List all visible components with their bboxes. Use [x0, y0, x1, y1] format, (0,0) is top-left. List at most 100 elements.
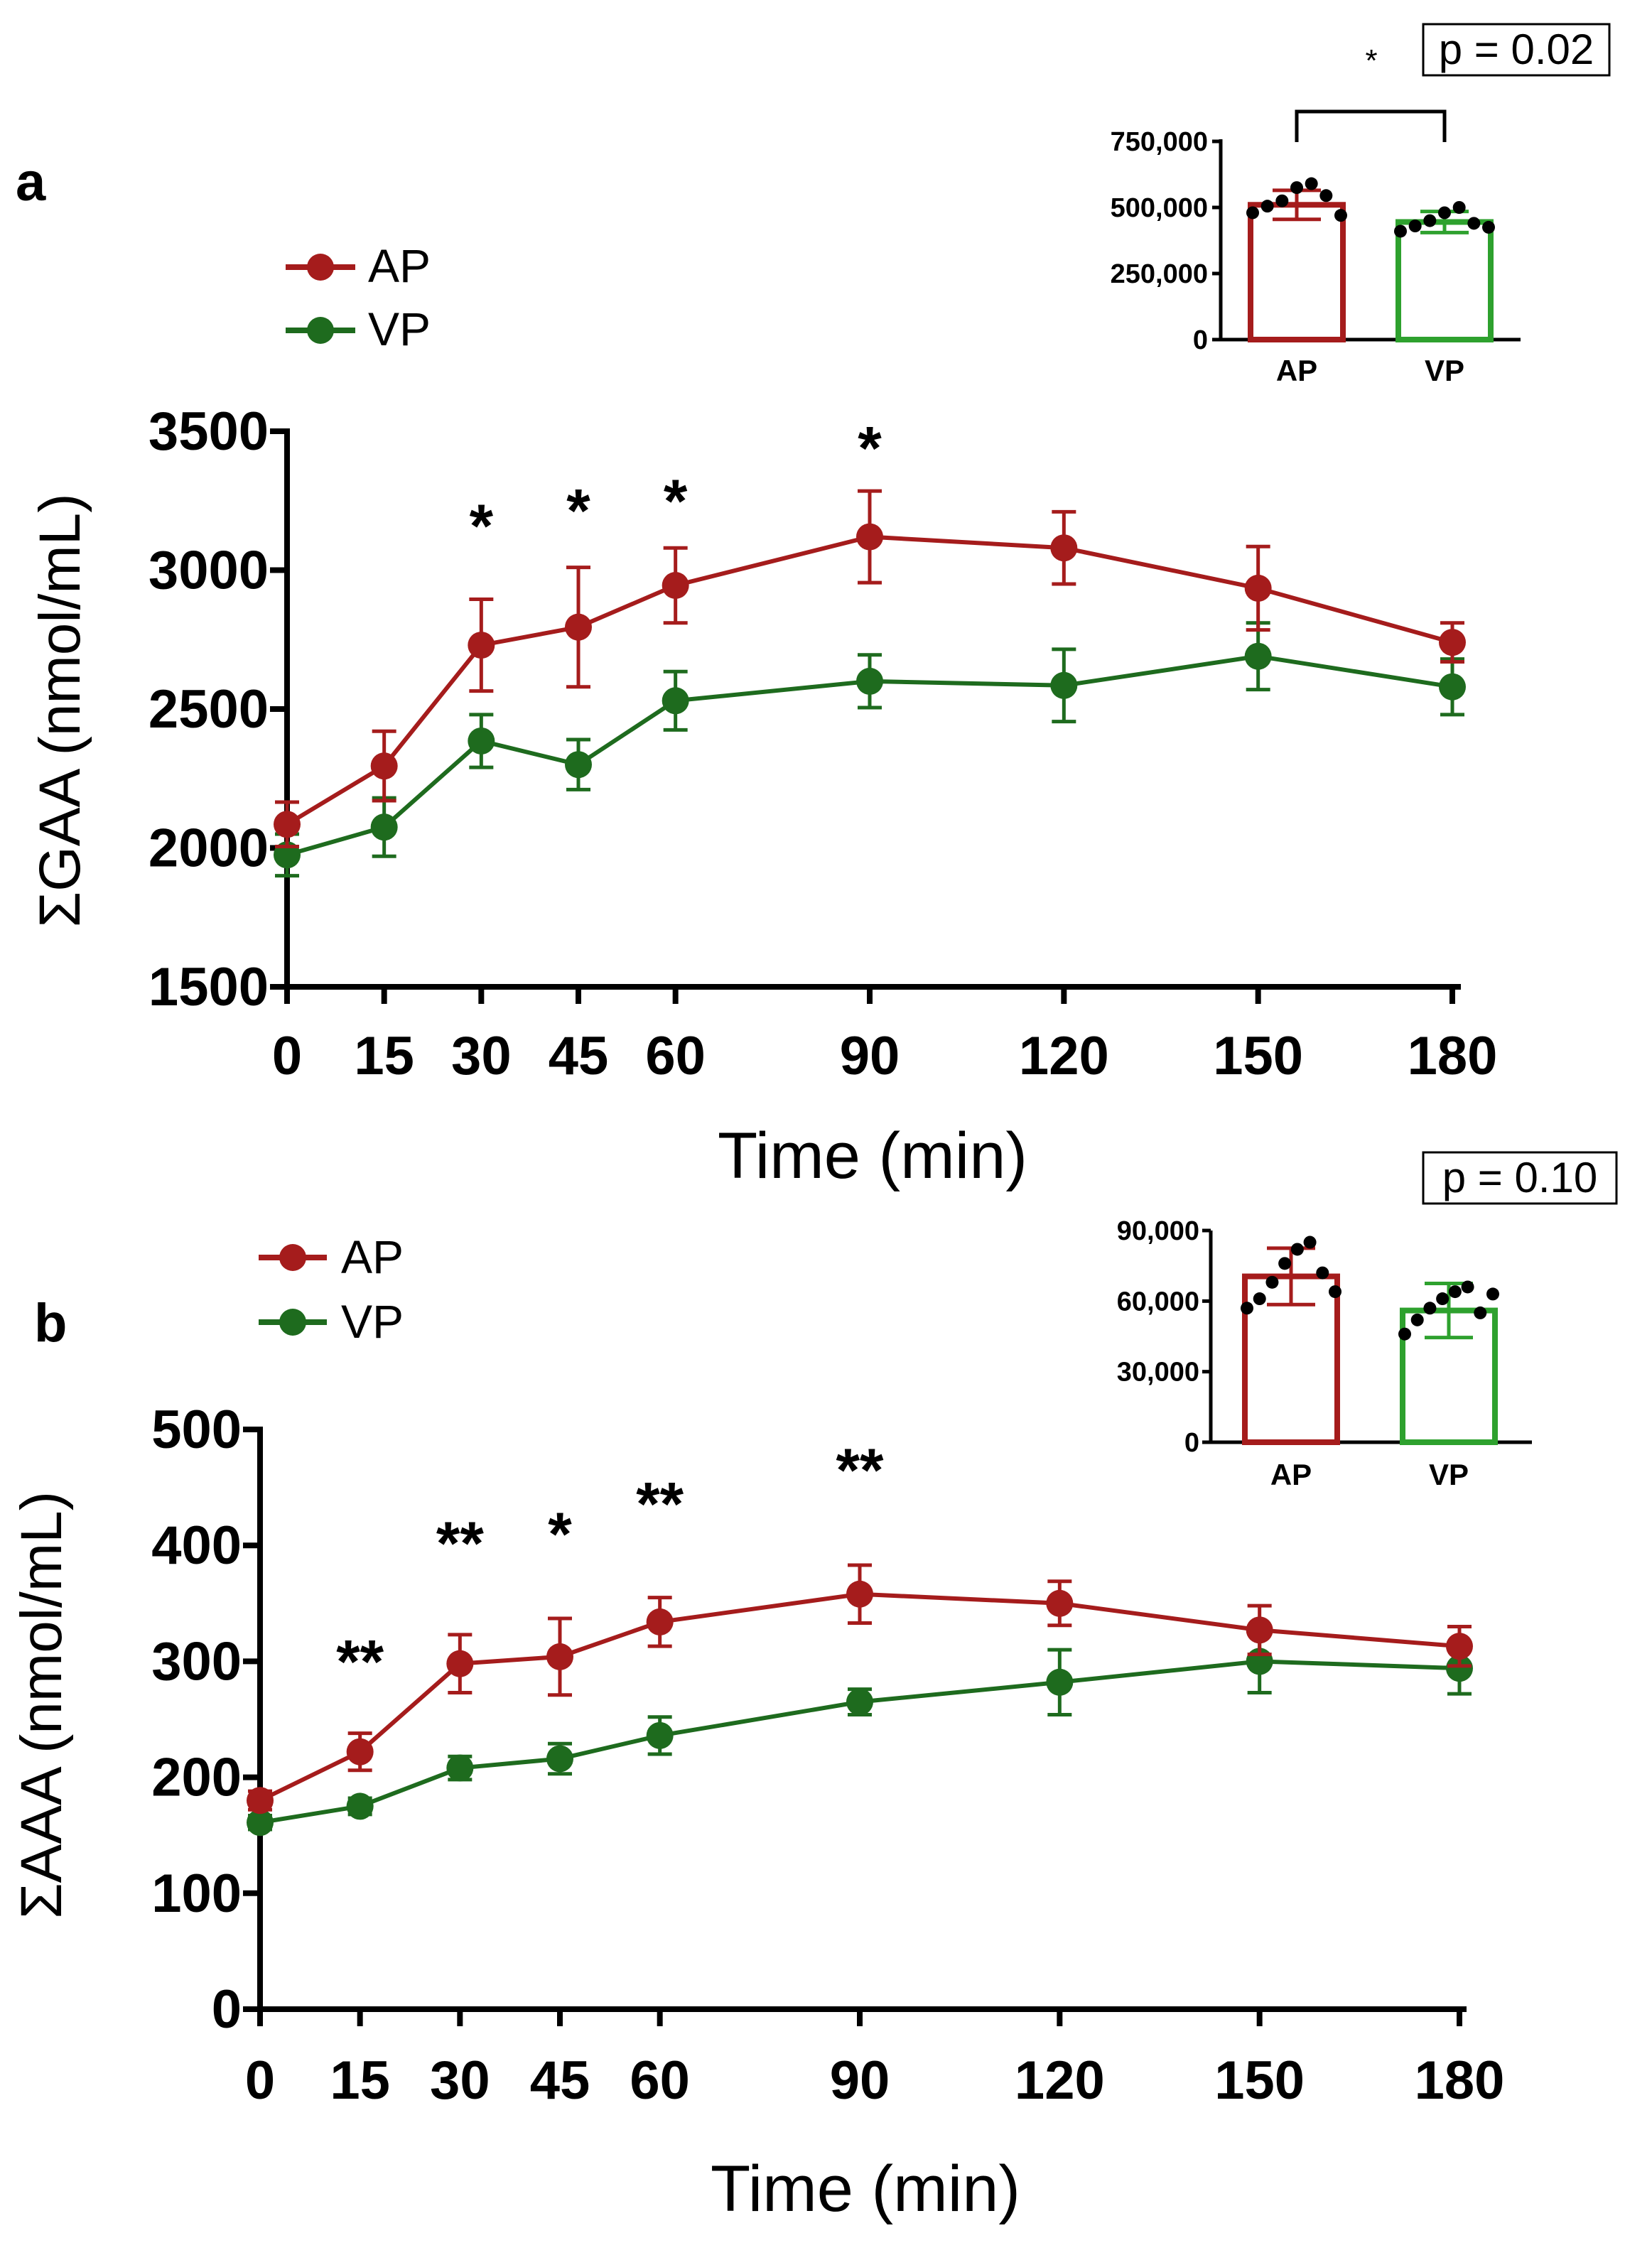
x-tick-label: 15 [330, 2050, 390, 2111]
x-tick-label: 120 [1015, 2050, 1105, 2111]
inset-data-point [1303, 1235, 1317, 1249]
x-tick-label: 60 [630, 2050, 690, 2111]
inset-y-tick-label: 250,000 [1111, 259, 1208, 289]
data-point [446, 1650, 474, 1677]
x-tick-label: 180 [1408, 1026, 1498, 1086]
data-point [565, 751, 592, 779]
significance-star: ** [436, 1510, 484, 1578]
x-tick-label: 120 [1019, 1026, 1109, 1086]
data-point [662, 572, 689, 600]
data-point [846, 1580, 873, 1608]
data-point [346, 1738, 374, 1765]
x-tick-label: 90 [840, 1026, 900, 1086]
significance-star: * [566, 477, 590, 545]
significance-star: * [858, 414, 882, 482]
inset-data-point [1423, 214, 1437, 227]
data-point [856, 667, 883, 695]
inset-y-tick-label: 90,000 [1117, 1216, 1199, 1246]
data-point [1439, 673, 1466, 701]
x-tick-label: 30 [430, 2050, 490, 2111]
series-ap [247, 1563, 1473, 1815]
y-tick-label: 0 [212, 1979, 242, 2040]
significance-star: * [470, 492, 494, 561]
data-point [468, 632, 495, 659]
inset-data-point [1278, 1257, 1292, 1270]
data-point [274, 811, 301, 838]
data-point [1046, 1589, 1074, 1617]
inset-data-point [1290, 181, 1303, 195]
y-tick-label: 2000 [149, 818, 269, 879]
legend-vp-marker-icon [279, 1309, 306, 1336]
panel-b: b AP VP 0 100 200 300 400 500 0 15 30 45 60 90 120 1… [9, 1151, 1618, 2225]
inset-x-label: AP [1276, 354, 1317, 387]
inset-data-point [1486, 1287, 1499, 1301]
y-tick-label: 100 [151, 1864, 242, 1924]
data-point [1446, 1633, 1473, 1660]
data-point [1446, 1655, 1473, 1682]
series-ap [274, 489, 1466, 849]
inset-y-tick-label: 500,000 [1111, 193, 1208, 223]
inset-x-label: AP [1270, 1458, 1312, 1491]
y-tick-label: 500 [151, 1400, 242, 1460]
significance-star: ** [336, 1628, 384, 1696]
x-tick-label: 0 [245, 2050, 275, 2111]
y-tick-label: 400 [151, 1515, 242, 1576]
inset-a-bracket-star: * [1365, 43, 1377, 78]
inset-data-point [1334, 209, 1347, 222]
data-point [1439, 629, 1466, 656]
data-point [846, 1688, 873, 1716]
data-point [1246, 1616, 1273, 1644]
data-point [662, 687, 689, 715]
inset-a-significance-bracket [1295, 109, 1447, 142]
legend-vp-label: VP [341, 1295, 404, 1348]
inset-data-point [1329, 1285, 1341, 1299]
x-tick-label: 15 [354, 1026, 414, 1086]
data-point [1046, 1668, 1074, 1696]
inset-y-tick-label: 60,000 [1117, 1287, 1199, 1316]
legend-vp-marker-icon [307, 317, 334, 344]
inset-y-tick-label: 0 [1193, 325, 1208, 355]
inset-data-point [1448, 1285, 1462, 1299]
significance-star: ** [636, 1470, 684, 1538]
inset-data-point [1260, 200, 1274, 213]
y-tick-label: 200 [151, 1748, 242, 1808]
inset-y-tick-label: 750,000 [1111, 127, 1208, 157]
inset-bar-ap [1248, 202, 1346, 342]
panel-a-x-axis-title: Time (min) [718, 1120, 1027, 1192]
data-point [1050, 534, 1078, 562]
inset-data-point [1467, 217, 1481, 230]
panel-a-y-axis-title: ΣGAA (nmol/mL) [28, 493, 92, 927]
significance-star: ** [836, 1437, 884, 1505]
inset-data-point [1265, 1275, 1279, 1289]
x-tick-label: 0 [272, 1026, 302, 1086]
inset-data-point [1436, 1292, 1449, 1306]
data-point [247, 1809, 274, 1837]
x-tick-label: 30 [451, 1026, 512, 1086]
y-tick-label: 3000 [149, 541, 269, 601]
panel-b-x-axis-title: Time (min) [711, 2153, 1020, 2225]
legend-ap-marker-icon [307, 254, 334, 281]
x-tick-label: 45 [549, 1026, 609, 1086]
inset-data-point [1398, 1327, 1411, 1341]
x-tick-label: 150 [1214, 2050, 1305, 2111]
data-point [446, 1754, 474, 1782]
inset-a-pvalue-box [1422, 23, 1611, 77]
legend-ap-label: AP [368, 239, 431, 292]
inset-y-tick-label: 0 [1184, 1428, 1199, 1458]
inset-data-point [1474, 1306, 1487, 1319]
data-point [247, 1787, 274, 1815]
inset-data-point [1253, 1292, 1266, 1306]
series-vp [274, 621, 1466, 878]
data-point [646, 1608, 674, 1635]
inset-bar-vp [1395, 219, 1494, 342]
legend-ap-marker-icon [279, 1244, 306, 1271]
data-point [646, 1721, 674, 1749]
inset-data-point [1290, 1243, 1304, 1256]
data-point [370, 752, 398, 780]
data-point [546, 1643, 573, 1670]
significance-star: * [548, 1500, 572, 1569]
data-point [546, 1745, 573, 1773]
inset-data-point [1275, 194, 1289, 207]
